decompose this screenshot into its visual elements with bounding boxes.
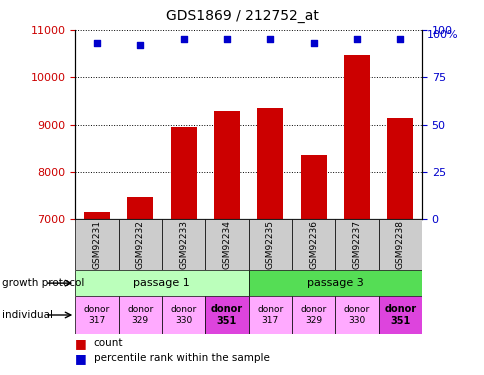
Bar [162, 219, 205, 270]
Text: ■: ■ [75, 337, 91, 350]
Bar [205, 219, 248, 270]
Point [352, 36, 360, 42]
Bar [75, 219, 118, 270]
Bar [291, 296, 334, 334]
Text: donor
329: donor 329 [300, 305, 326, 325]
Text: GSM92238: GSM92238 [395, 220, 404, 269]
Text: passage 1: passage 1 [133, 278, 190, 288]
Bar [300, 156, 326, 219]
Text: GSM92231: GSM92231 [92, 220, 101, 269]
Bar [84, 212, 109, 219]
Bar [75, 270, 248, 296]
Text: donor
317: donor 317 [84, 305, 110, 325]
Point [179, 36, 187, 42]
Text: donor
351: donor 351 [211, 304, 242, 326]
Bar [118, 219, 162, 270]
Bar [378, 219, 421, 270]
Bar [334, 296, 378, 334]
Text: donor
351: donor 351 [383, 304, 415, 326]
Text: ■: ■ [75, 352, 91, 364]
Point [93, 40, 101, 46]
Text: donor
330: donor 330 [343, 305, 369, 325]
Bar [386, 118, 412, 219]
Text: donor
330: donor 330 [170, 305, 196, 325]
Text: growth protocol: growth protocol [2, 278, 85, 288]
Text: donor
317: donor 317 [257, 305, 283, 325]
Text: GSM92236: GSM92236 [308, 220, 318, 269]
Text: donor
329: donor 329 [127, 305, 153, 325]
Bar [291, 219, 334, 270]
Text: 100%: 100% [426, 30, 457, 40]
Bar [170, 127, 196, 219]
Text: percentile rank within the sample: percentile rank within the sample [93, 353, 269, 363]
Bar [343, 55, 369, 219]
Bar [334, 219, 378, 270]
Text: GSM92234: GSM92234 [222, 220, 231, 269]
Text: GSM92233: GSM92233 [179, 220, 188, 269]
Text: GSM92235: GSM92235 [265, 220, 274, 269]
Bar [257, 108, 283, 219]
Bar [248, 296, 291, 334]
Text: individual: individual [2, 310, 53, 320]
Bar [118, 296, 162, 334]
Bar [162, 296, 205, 334]
Point [395, 36, 403, 42]
Text: passage 3: passage 3 [306, 278, 363, 288]
Bar [248, 219, 291, 270]
Point [136, 42, 144, 48]
Bar [127, 196, 153, 219]
Bar [75, 296, 118, 334]
Bar [213, 111, 240, 219]
Text: GDS1869 / 212752_at: GDS1869 / 212752_at [166, 9, 318, 23]
Bar [378, 296, 421, 334]
Point [223, 36, 230, 42]
Bar [205, 296, 248, 334]
Text: count: count [93, 338, 123, 348]
Point [309, 40, 317, 46]
Point [266, 36, 273, 42]
Bar [248, 270, 421, 296]
Text: GSM92232: GSM92232 [136, 220, 144, 269]
Text: GSM92237: GSM92237 [352, 220, 361, 269]
